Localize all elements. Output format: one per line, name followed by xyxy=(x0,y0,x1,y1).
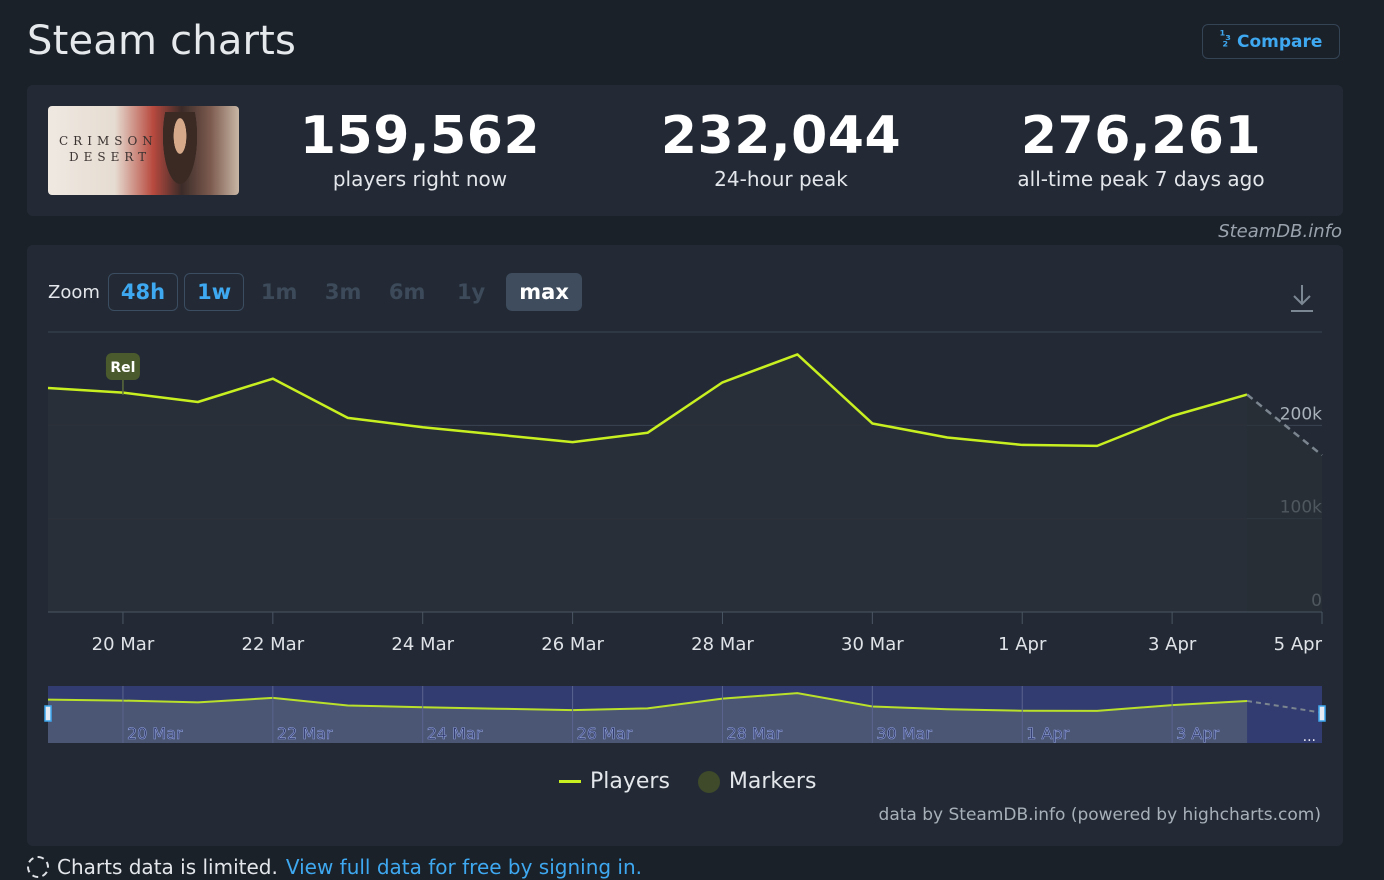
download-icon[interactable] xyxy=(1289,283,1315,313)
stat-label: 24-hour peak xyxy=(714,167,848,191)
x-tick-label: 22 Mar xyxy=(242,634,305,655)
x-tick-label: 26 Mar xyxy=(541,634,604,655)
warrior-figure xyxy=(160,112,200,192)
zoom-3m-button[interactable]: 3m xyxy=(324,280,362,304)
sign-in-link[interactable]: View full data for free by signing in. xyxy=(285,855,643,879)
projected-area-fill xyxy=(1247,394,1322,612)
navigator-right-handle xyxy=(1318,705,1326,722)
projected-line xyxy=(1246,393,1323,457)
zoom-label: Zoom xyxy=(48,281,100,303)
stat-all-time-peak: 276,261 all-time peak 7 days ago xyxy=(991,105,1291,191)
game-logo: CRIMSON DESERT xyxy=(59,134,158,164)
stat-label: players right now xyxy=(332,167,508,191)
legend-markers-label: Markers xyxy=(728,769,817,794)
page-title: Steam charts xyxy=(27,18,297,64)
navigator-tick-label: 24 Mar xyxy=(427,724,483,743)
navigator-tick-label: 3 Apr xyxy=(1176,724,1219,743)
x-tick-label: 5 Apr xyxy=(1274,634,1323,655)
markers-dot-icon xyxy=(697,770,720,793)
zoom-max-button[interactable]: max xyxy=(506,273,583,311)
zoom-48h-button[interactable]: 48h xyxy=(107,273,179,311)
stat-current-players: 159,562 players right now xyxy=(270,105,570,191)
stat-value: 232,044 xyxy=(660,106,902,166)
players-line-icon xyxy=(559,780,581,783)
navigator-left-handle xyxy=(44,705,52,722)
navigator-tick-label: 22 Mar xyxy=(277,724,333,743)
chart-panel: Zoom 48h 1w 1m 3m 6m 1y max 0100k200kRel… xyxy=(27,245,1343,846)
stat-value: 276,261 xyxy=(1020,106,1262,166)
navigator-projected-line xyxy=(1246,699,1323,714)
x-tick-label: 3 Apr xyxy=(1148,634,1197,655)
stats-panel: CRIMSON DESERT 159,562 players right now… xyxy=(27,85,1343,216)
legend-players-label: Players xyxy=(590,769,670,794)
limited-data-notice: Charts data is limited. View full data f… xyxy=(27,855,642,879)
compare-label: Compare xyxy=(1236,31,1323,52)
navigator-tick-label: 1 Apr xyxy=(1026,724,1069,743)
y-tick-label: 200k xyxy=(1280,404,1322,424)
game-capsule-image[interactable]: CRIMSON DESERT xyxy=(48,106,239,195)
x-tick-label: 24 Mar xyxy=(391,634,454,655)
navigator-more-label: ... xyxy=(1303,729,1316,745)
zoom-6m-button[interactable]: 6m xyxy=(388,280,426,304)
navigator-tick-label: 30 Mar xyxy=(876,724,932,743)
zoom-1w-button[interactable]: 1w xyxy=(184,273,245,311)
zoom-controls: Zoom 48h 1w 1m 3m 6m 1y max xyxy=(48,273,588,311)
stat-value: 159,562 xyxy=(299,106,541,166)
navigator-tick-label: 28 Mar xyxy=(726,724,782,743)
navigator-tick-label: 26 Mar xyxy=(577,724,633,743)
chart-legend: Players Markers xyxy=(559,769,816,794)
x-tick-label: 20 Mar xyxy=(92,634,155,655)
loading-circle-icon xyxy=(27,856,49,878)
stat-24h-peak: 232,044 24-hour peak xyxy=(631,105,931,191)
compare-button[interactable]: ¹₃ ² Compare xyxy=(1202,24,1340,59)
ranking-icon: ¹₃ ² xyxy=(1219,28,1231,55)
legend-players[interactable]: Players xyxy=(559,769,670,794)
highcharts-credit[interactable]: data by SteamDB.info (powered by highcha… xyxy=(878,805,1321,825)
x-tick-label: 28 Mar xyxy=(691,634,754,655)
zoom-1m-button[interactable]: 1m xyxy=(260,280,298,304)
marker-badge xyxy=(105,353,140,380)
navigator-tick-label: 20 Mar xyxy=(127,724,183,743)
stat-label: all-time peak 7 days ago xyxy=(1017,167,1265,191)
players-line xyxy=(47,353,1248,448)
limited-data-text: Charts data is limited. xyxy=(57,855,278,879)
marker-label: Rel xyxy=(110,360,135,376)
navigator-line xyxy=(47,692,1248,712)
steamdb-credit[interactable]: SteamDB.info xyxy=(1218,221,1342,242)
x-tick-label: 30 Mar xyxy=(841,634,904,655)
zoom-1y-button[interactable]: 1y xyxy=(456,280,486,304)
x-tick-label: 1 Apr xyxy=(998,634,1047,655)
legend-markers[interactable]: Markers xyxy=(697,769,817,794)
